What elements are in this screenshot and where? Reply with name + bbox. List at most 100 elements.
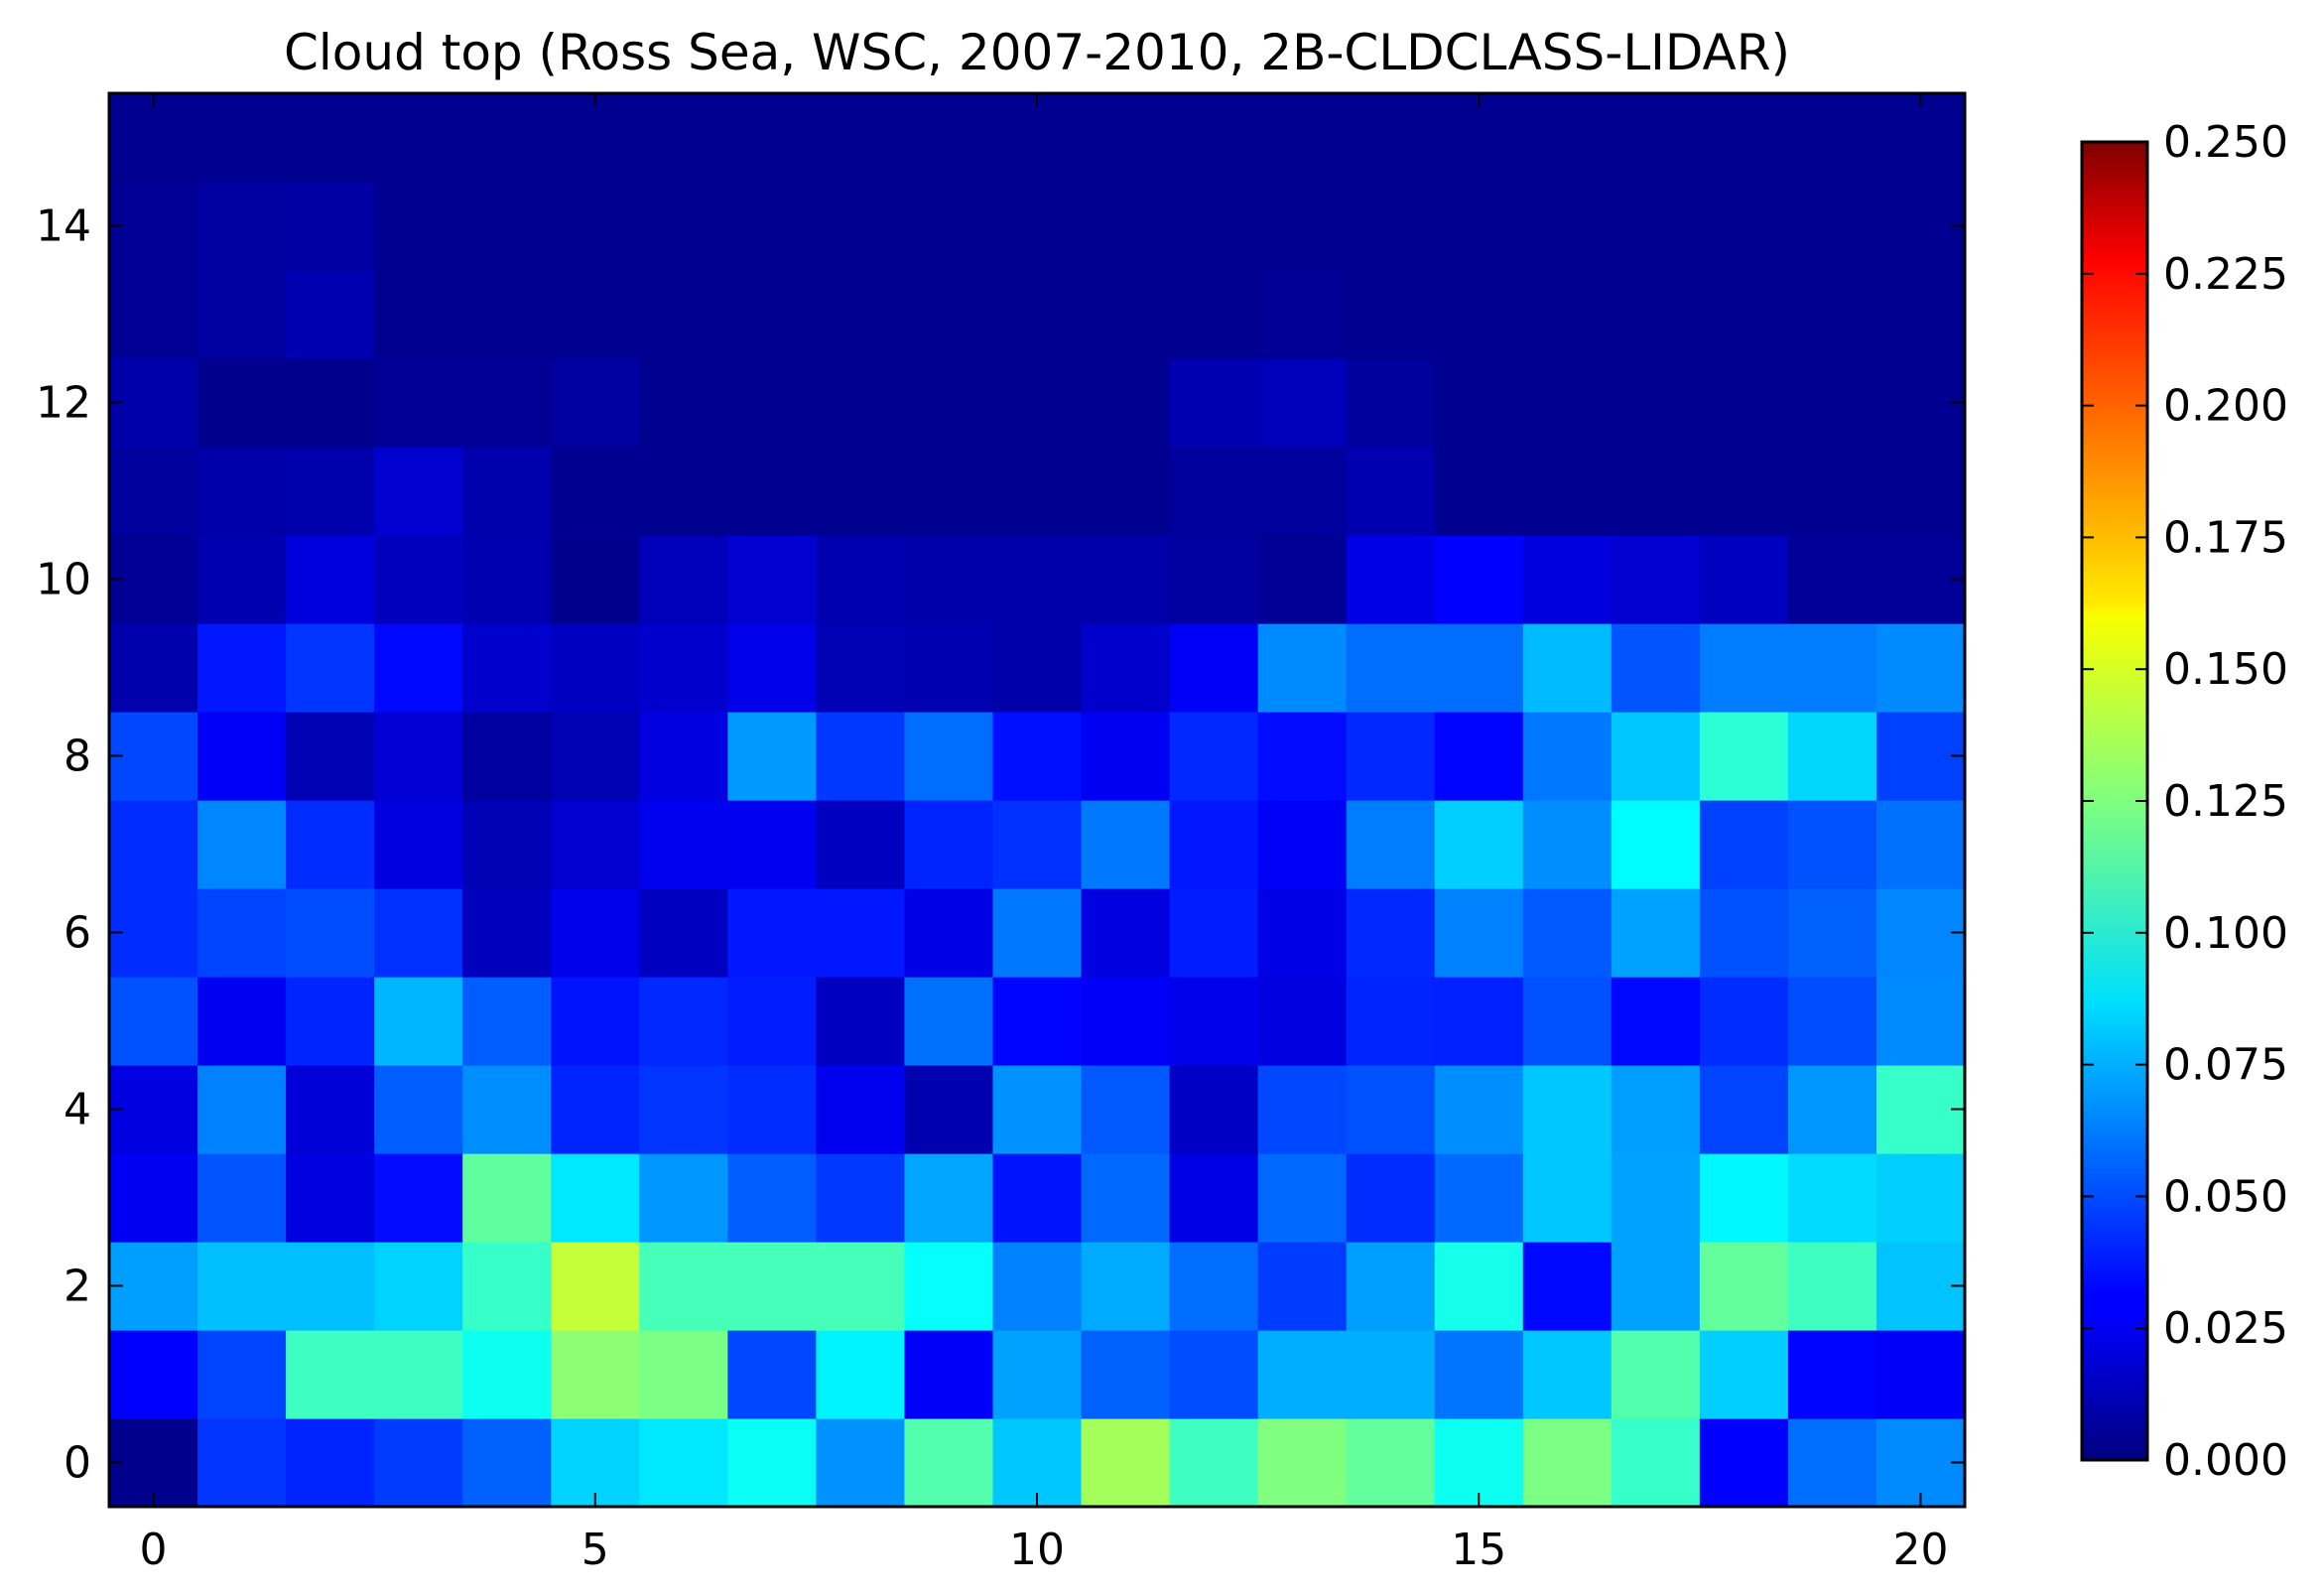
colorbar-tick-label: 0.075 [2163,1040,2288,1091]
heatmap-cell [1787,1065,1877,1154]
colorbar-tick-label: 0.250 [2163,117,2288,168]
heatmap-cell [1699,182,1789,271]
heatmap-cell [1169,712,1259,801]
colorbar-tick-label: 0.175 [2163,512,2288,563]
heatmap-cell [1257,447,1348,536]
heatmap-cell [1434,1242,1524,1331]
heatmap-cell [1081,447,1171,536]
x-tick-label: 0 [140,1525,168,1575]
heatmap-cell [816,182,906,271]
heatmap-cell [1081,93,1171,183]
heatmap-cell [374,712,463,801]
heatmap-cell [1169,888,1259,978]
heatmap-cell [992,535,1083,624]
heatmap-cell [1434,182,1524,271]
heatmap-cell [1257,1330,1348,1419]
colorbar-tick-label: 0.200 [2163,381,2288,432]
x-tick-label: 20 [1892,1525,1948,1575]
heatmap-cell [992,800,1083,889]
heatmap-cell [1346,1065,1436,1154]
heatmap-cell [727,1330,817,1419]
heatmap-cell [1081,888,1171,978]
heatmap-cell [1257,182,1348,271]
heatmap-cell [1346,270,1436,359]
heatmap-cell [727,1153,817,1243]
heatmap-cell [1699,447,1789,536]
heatmap-cell [286,358,375,448]
heatmap-cell [286,93,375,183]
heatmap-cell [904,1153,994,1243]
heatmap-cell [639,93,728,183]
heatmap-cell [1787,712,1877,801]
heatmap-cell [286,1065,375,1154]
colorbar-tick-label: 0.000 [2163,1435,2288,1486]
heatmap-cell [1699,712,1789,801]
heatmap-cell [1169,447,1259,536]
y-tick-label: 6 [64,908,91,959]
heatmap-cell [1434,93,1524,183]
heatmap-cell [816,535,906,624]
heatmap-cell [551,182,640,271]
heatmap-cell [462,712,552,801]
heatmap-cell [816,623,906,713]
heatmap-cell [1699,358,1789,448]
heatmap-cell [727,1065,817,1154]
heatmap-cell [1611,535,1701,624]
heatmap-cell [197,1330,287,1419]
heatmap-cell [462,358,552,448]
y-tick-label: 10 [36,555,91,605]
heatmap-cell [1522,535,1613,624]
heatmap-cell [1434,1153,1524,1243]
heatmap-cell [1169,535,1259,624]
heatmap-cell [197,1065,287,1154]
heatmap-cell [904,270,994,359]
heatmap-cell [462,623,552,713]
heatmap-cell [551,447,640,536]
heatmap-cell [551,977,640,1066]
heatmap-cell [374,977,463,1066]
heatmap-cell [109,358,198,448]
y-tick-label: 8 [64,731,91,782]
heatmap-cell [904,182,994,271]
heatmap-cell [462,1418,552,1508]
heatmap-cell [904,1330,994,1419]
heatmap-cell [1875,447,1966,536]
heatmap-cell [109,888,198,978]
heatmap-cell [1522,93,1613,183]
heatmap-cell [551,1330,640,1419]
heatmap-cell [1434,535,1524,624]
heatmap-cell [109,1418,198,1508]
heatmap-cell [1875,977,1966,1066]
heatmap-cell [109,623,198,713]
heatmap-cell [639,358,728,448]
heatmap-cell [1875,1065,1966,1154]
heatmap-cell [551,1242,640,1331]
heatmap-cell [109,535,198,624]
heatmap-cell [1257,977,1348,1066]
heatmap-cell [1787,358,1877,448]
heatmap-cell [374,800,463,889]
heatmap-cell [1434,888,1524,978]
heatmap-cell [1346,535,1436,624]
heatmap-cell [816,1418,906,1508]
axis-ticks: 0 5 10 15 20 0 2 4 6 8 10 12 14 [36,93,1965,1575]
heatmap-cell [1081,270,1171,359]
heatmap-cell [816,1242,906,1331]
y-tick-label: 12 [36,378,91,429]
heatmap-cell [1081,1242,1171,1331]
x-tick-label: 10 [1009,1525,1065,1575]
heatmap-cell [286,712,375,801]
heatmap-cell [904,1065,994,1154]
heatmap-cell [1257,623,1348,713]
heatmap-cell [286,623,375,713]
heatmap-cell [374,182,463,271]
heatmap-cell [1522,623,1613,713]
heatmap-cell [462,447,552,536]
heatmap-cell [551,888,640,978]
heatmap-cell [992,1330,1083,1419]
heatmap-cell [1434,800,1524,889]
y-tick-label: 4 [64,1085,91,1135]
heatmap-cell [1699,93,1789,183]
heatmap-cell [1875,182,1966,271]
